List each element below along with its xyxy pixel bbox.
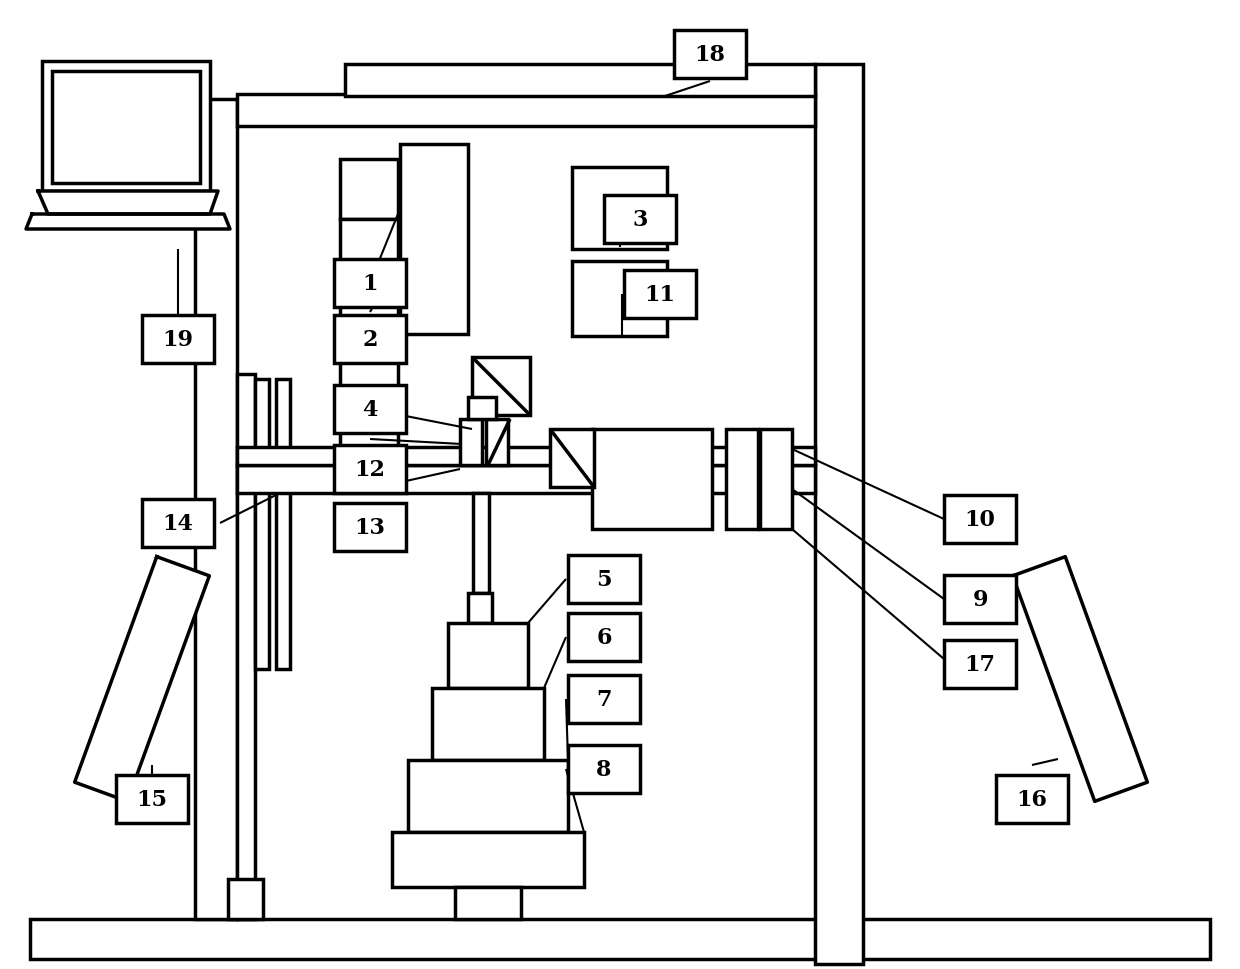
Bar xyxy=(195,100,237,919)
Bar xyxy=(340,415,398,470)
Text: 1: 1 xyxy=(362,272,378,295)
Bar xyxy=(255,380,269,670)
Bar xyxy=(591,429,712,529)
Text: 19: 19 xyxy=(162,328,193,351)
Bar xyxy=(568,745,640,794)
Bar xyxy=(340,220,398,278)
Bar xyxy=(996,775,1068,823)
Bar xyxy=(340,288,398,346)
Bar xyxy=(334,446,405,493)
Text: 2: 2 xyxy=(362,328,378,351)
Bar xyxy=(334,316,405,363)
Bar xyxy=(725,429,758,529)
Bar xyxy=(944,576,1016,623)
Text: 15: 15 xyxy=(136,788,167,810)
Text: 13: 13 xyxy=(355,516,386,539)
Text: 7: 7 xyxy=(596,688,611,710)
Bar xyxy=(572,262,667,336)
Text: 3: 3 xyxy=(632,208,647,231)
Polygon shape xyxy=(26,215,229,230)
Bar xyxy=(944,495,1016,544)
Text: 9: 9 xyxy=(972,588,988,610)
Bar xyxy=(345,65,815,97)
Text: 5: 5 xyxy=(596,569,611,590)
Bar xyxy=(472,493,489,593)
Bar xyxy=(408,761,568,832)
Bar xyxy=(30,919,1210,959)
Bar xyxy=(401,144,467,334)
Bar xyxy=(568,613,640,661)
Bar xyxy=(944,641,1016,688)
Bar xyxy=(455,887,521,919)
Bar xyxy=(340,160,398,220)
Bar xyxy=(340,356,398,408)
Text: 4: 4 xyxy=(362,398,378,421)
Bar xyxy=(467,593,492,623)
Bar xyxy=(392,832,584,887)
Bar xyxy=(460,420,482,465)
Bar xyxy=(110,206,140,217)
Bar xyxy=(334,260,405,308)
Bar xyxy=(568,675,640,723)
Bar xyxy=(277,380,290,670)
Bar xyxy=(237,448,815,465)
Bar xyxy=(432,688,544,761)
Bar xyxy=(334,504,405,551)
Text: 10: 10 xyxy=(965,509,996,530)
Bar xyxy=(568,555,640,604)
Bar xyxy=(228,879,263,919)
Bar xyxy=(143,316,215,363)
Text: 16: 16 xyxy=(1017,788,1048,810)
Bar xyxy=(448,623,528,688)
Bar xyxy=(52,72,200,184)
Text: 8: 8 xyxy=(596,758,611,780)
Bar xyxy=(551,429,594,487)
Bar xyxy=(624,270,696,319)
Bar xyxy=(486,420,508,465)
Polygon shape xyxy=(1013,557,1147,801)
Text: 12: 12 xyxy=(355,458,386,481)
Bar xyxy=(815,65,863,964)
Bar xyxy=(760,429,792,529)
Bar xyxy=(42,62,210,192)
Polygon shape xyxy=(74,557,210,801)
Bar xyxy=(237,375,255,919)
Bar xyxy=(472,358,529,416)
Bar xyxy=(237,465,815,493)
Bar xyxy=(572,168,667,250)
Bar xyxy=(334,386,405,433)
Bar xyxy=(675,31,746,78)
Text: 6: 6 xyxy=(596,626,611,648)
Bar xyxy=(237,95,815,127)
Bar xyxy=(143,499,215,547)
Bar xyxy=(604,196,676,244)
Polygon shape xyxy=(38,192,218,215)
Text: 14: 14 xyxy=(162,513,193,535)
Text: 11: 11 xyxy=(645,284,676,305)
Text: 18: 18 xyxy=(694,44,725,66)
Text: 17: 17 xyxy=(965,653,996,675)
Bar xyxy=(467,397,496,420)
Bar xyxy=(117,775,188,823)
